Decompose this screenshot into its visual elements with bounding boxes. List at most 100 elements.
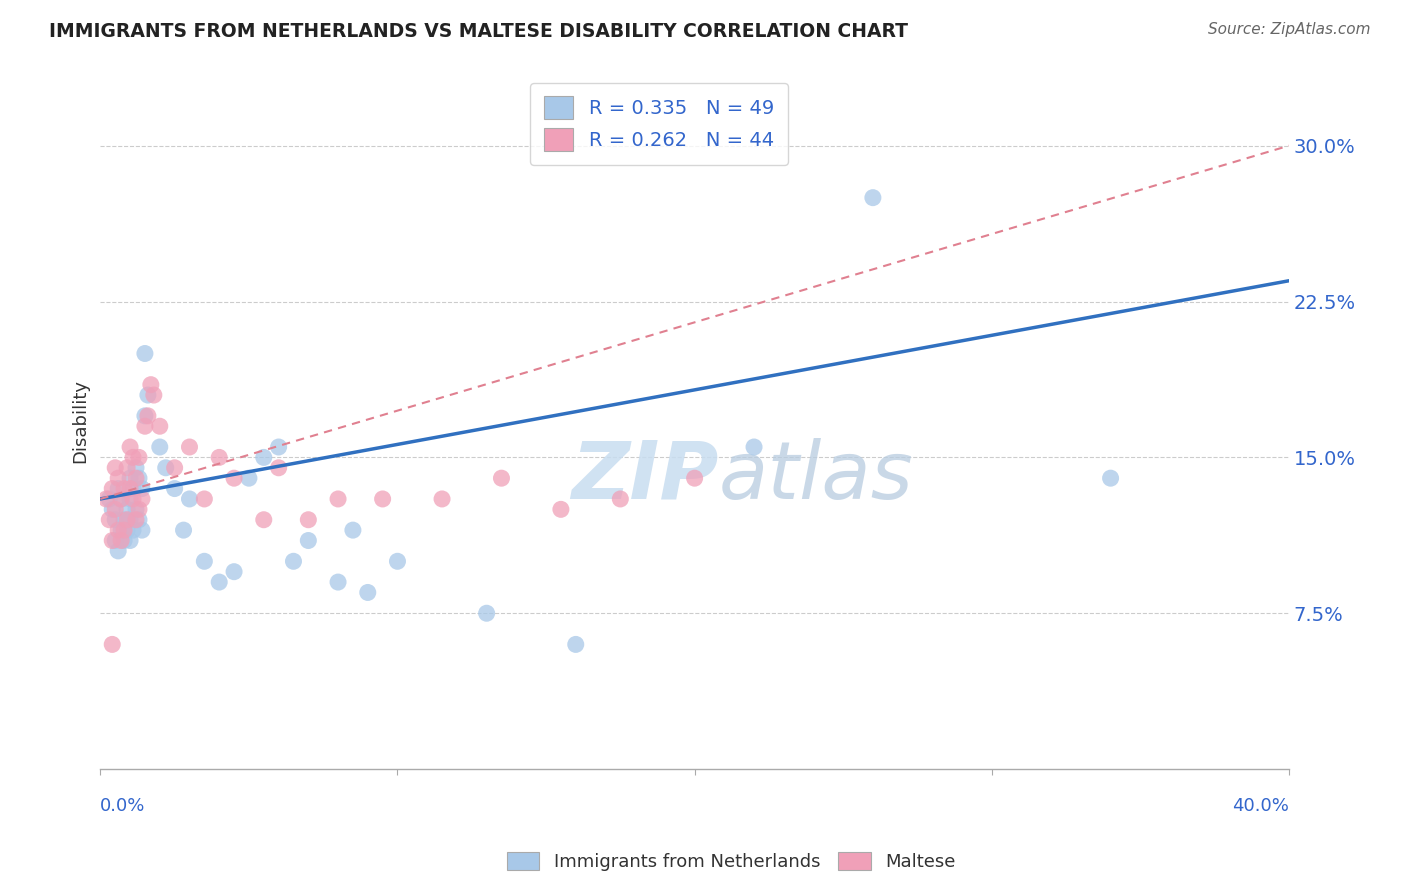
- Point: [125, 460, 148, 475]
- Point: [112, 523, 135, 537]
- Point: [98, 491, 121, 506]
- Legend: Immigrants from Netherlands, Maltese: Immigrants from Netherlands, Maltese: [499, 845, 963, 879]
- Point: [136, 388, 159, 402]
- Point: [115, 513, 138, 527]
- Point: [131, 482, 153, 496]
- Point: [297, 533, 319, 548]
- Point: [136, 409, 159, 423]
- Point: [149, 419, 172, 434]
- Point: [101, 533, 124, 548]
- Text: 0.0%: 0.0%: [100, 797, 146, 815]
- Point: [267, 460, 290, 475]
- Point: [491, 471, 513, 485]
- Point: [430, 491, 453, 506]
- Point: [357, 585, 380, 599]
- Point: [122, 482, 145, 496]
- Point: [128, 502, 150, 516]
- Point: [112, 482, 135, 496]
- Point: [120, 471, 142, 485]
- Point: [283, 554, 305, 568]
- Point: [120, 513, 142, 527]
- Point: [253, 513, 276, 527]
- Point: [742, 440, 765, 454]
- Point: [862, 191, 884, 205]
- Point: [222, 565, 245, 579]
- Point: [104, 533, 127, 548]
- Point: [238, 471, 260, 485]
- Point: [179, 491, 201, 506]
- Point: [163, 460, 186, 475]
- Point: [134, 346, 156, 360]
- Point: [107, 471, 129, 485]
- Text: 40.0%: 40.0%: [1232, 797, 1289, 815]
- Point: [475, 606, 498, 620]
- Point: [115, 502, 138, 516]
- Point: [131, 523, 153, 537]
- Point: [342, 523, 364, 537]
- Point: [253, 450, 276, 465]
- Point: [101, 502, 124, 516]
- Point: [115, 523, 138, 537]
- Point: [104, 460, 127, 475]
- Point: [1099, 471, 1122, 485]
- Point: [387, 554, 409, 568]
- Point: [142, 388, 165, 402]
- Point: [112, 513, 135, 527]
- Point: [683, 471, 706, 485]
- Point: [297, 513, 319, 527]
- Point: [134, 419, 156, 434]
- Point: [120, 482, 142, 496]
- Point: [107, 544, 129, 558]
- Point: [134, 409, 156, 423]
- Text: atlas: atlas: [718, 438, 912, 516]
- Point: [120, 440, 142, 454]
- Point: [110, 523, 132, 537]
- Point: [96, 491, 118, 506]
- Point: [107, 482, 129, 496]
- Point: [550, 502, 572, 516]
- Point: [101, 637, 124, 651]
- Legend: R = 0.335   N = 49, R = 0.262   N = 44: R = 0.335 N = 49, R = 0.262 N = 44: [530, 83, 787, 164]
- Point: [125, 513, 148, 527]
- Point: [104, 513, 127, 527]
- Point: [149, 440, 172, 454]
- Point: [120, 491, 142, 506]
- Point: [125, 502, 148, 516]
- Point: [179, 440, 201, 454]
- Text: IMMIGRANTS FROM NETHERLANDS VS MALTESE DISABILITY CORRELATION CHART: IMMIGRANTS FROM NETHERLANDS VS MALTESE D…: [49, 22, 908, 41]
- Point: [163, 482, 186, 496]
- Point: [139, 377, 162, 392]
- Text: ZIP: ZIP: [571, 438, 718, 516]
- Text: Source: ZipAtlas.com: Source: ZipAtlas.com: [1208, 22, 1371, 37]
- Point: [326, 491, 349, 506]
- Point: [208, 450, 231, 465]
- Y-axis label: Disability: Disability: [72, 379, 89, 463]
- Point: [110, 491, 132, 506]
- Point: [371, 491, 394, 506]
- Point: [104, 502, 127, 516]
- Point: [98, 513, 121, 527]
- Point: [112, 533, 135, 548]
- Point: [609, 491, 631, 506]
- Point: [564, 637, 586, 651]
- Point: [122, 491, 145, 506]
- Point: [193, 491, 215, 506]
- Point: [125, 471, 148, 485]
- Point: [173, 523, 195, 537]
- Point: [101, 482, 124, 496]
- Point: [267, 440, 290, 454]
- Point: [107, 523, 129, 537]
- Point: [115, 460, 138, 475]
- Point: [326, 575, 349, 590]
- Point: [122, 450, 145, 465]
- Point: [131, 491, 153, 506]
- Point: [110, 491, 132, 506]
- Point: [122, 523, 145, 537]
- Point: [128, 471, 150, 485]
- Point: [222, 471, 245, 485]
- Point: [128, 513, 150, 527]
- Point: [128, 450, 150, 465]
- Point: [120, 533, 142, 548]
- Point: [193, 554, 215, 568]
- Point: [110, 533, 132, 548]
